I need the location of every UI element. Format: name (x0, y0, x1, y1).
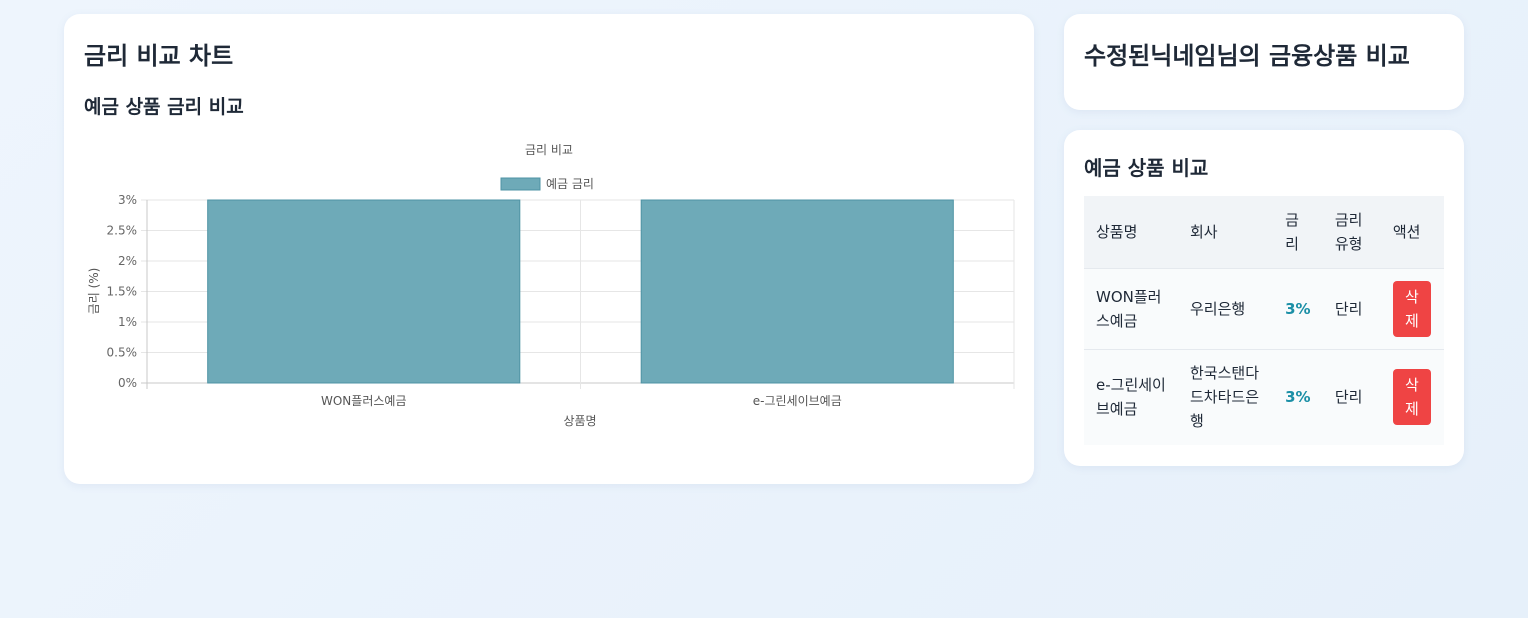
cell-action: 삭제 (1381, 268, 1444, 349)
legend-swatch (500, 177, 541, 191)
compare-card-title: 예금 상품 비교 (1084, 156, 1209, 180)
delete-button[interactable]: 삭제 (1392, 280, 1431, 337)
rate-chart-card: 금리 비교 차트 예금 상품 금리 비교 금리 비교 예금 금리 0% 0.5% 1… (64, 14, 1034, 484)
y-tick-label: 2.5% (107, 224, 138, 238)
x-tick-label: WON플러스예금 (321, 394, 407, 408)
cell-company: 우리은행 (1190, 299, 1246, 318)
chart-card-title: 금리 비교 차트 (84, 42, 234, 70)
cell-company: 한국스탠다드차타드은행 (1190, 364, 1260, 431)
x-axis-ticks: WON플러스예금 e-그린세이브예금 (321, 394, 842, 408)
x-tick-label: e-그린세이브예금 (753, 394, 842, 408)
cell-rate: 3% (1285, 299, 1311, 318)
deposit-compare-card: 예금 상품 비교 상품명 회사 금리 금리유형 액션 WON플러스예금 우리은행… (1064, 130, 1464, 466)
header-rate: 금리 (1273, 196, 1323, 269)
y-tick-label: 2% (118, 254, 137, 268)
table-row: WON플러스예금 우리은행 3% 단리 삭제 (1084, 268, 1444, 349)
rate-bar-chart: 금리 비교 예금 금리 0% 0.5% 1% 1.5% 2% 2.5% 3% WON플러스예… (87, 143, 1015, 428)
y-tick-label: 1.5% (107, 285, 138, 299)
chart-title: 금리 비교 (525, 143, 573, 157)
bar (207, 199, 521, 384)
y-tick-label: 0% (118, 376, 137, 390)
bar (640, 199, 954, 384)
y-tick-label: 3% (118, 193, 137, 207)
y-axis-ticks: 0% 0.5% 1% 1.5% 2% 2.5% 3% (107, 193, 138, 390)
user-card-title: 수정된닉네임님의 금융상품 비교 (1084, 42, 1410, 70)
table-header-row: 상품명 회사 금리 금리유형 액션 (1084, 196, 1444, 269)
header-company: 회사 (1178, 196, 1274, 269)
delete-button[interactable]: 삭제 (1392, 369, 1431, 426)
legend-label: 예금 금리 (546, 177, 594, 191)
user-product-compare-card: 수정된닉네임님의 금융상품 비교 (1064, 14, 1464, 110)
x-axis-label: 상품명 (563, 414, 596, 428)
table-row: e-그린세이브예금 한국스탠다드차타드은행 3% 단리 삭제 (1084, 349, 1444, 445)
header-name: 상품명 (1084, 196, 1178, 269)
chart-card-subtitle: 예금 상품 금리 비교 (84, 96, 244, 118)
y-axis-label: 금리 (%) (87, 268, 101, 315)
cell-action: 삭제 (1381, 349, 1444, 445)
compare-table: 상품명 회사 금리 금리유형 액션 WON플러스예금 우리은행 3% 단리 삭제… (1084, 196, 1444, 445)
cell-rate-type: 단리 (1334, 388, 1363, 407)
cell-name: e-그린세이브예금 (1096, 376, 1166, 419)
cell-rate: 3% (1285, 388, 1311, 407)
header-action: 액션 (1380, 196, 1444, 269)
chart-bars (207, 199, 954, 384)
y-tick-label: 0.5% (107, 346, 138, 360)
cell-name: WON플러스예금 (1096, 287, 1162, 330)
chart-legend: 예금 금리 (500, 177, 594, 191)
y-tick-label: 1% (118, 315, 137, 329)
cell-rate-type: 단리 (1334, 299, 1363, 318)
header-rate-type: 금리유형 (1322, 196, 1381, 269)
